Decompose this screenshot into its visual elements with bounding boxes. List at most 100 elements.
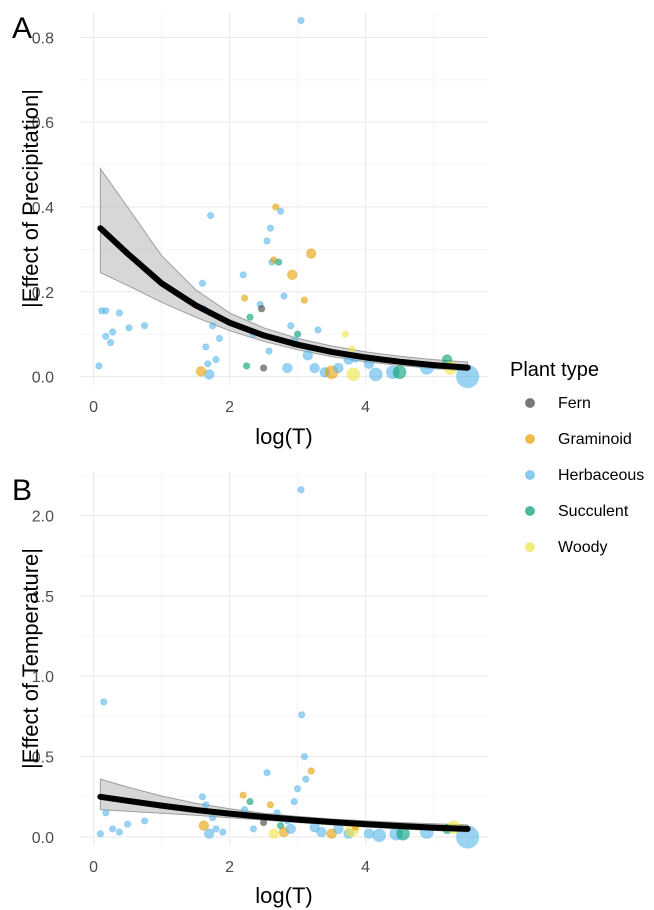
pa-point-herbaceous [263, 237, 271, 245]
pb-x-tick-label: 2 [225, 859, 234, 876]
pb-point-herbaceous [100, 698, 108, 706]
pa-point-graminoid [286, 269, 298, 281]
legend-key-woody [525, 542, 535, 552]
pb-point-herbaceous [198, 793, 207, 801]
pa-x-tick-label: 0 [89, 399, 98, 416]
legend-key-graminoid [525, 434, 535, 444]
legend-title: Plant type [510, 359, 599, 381]
pb-point-herbaceous [293, 785, 302, 793]
pa-point-herbaceous [280, 292, 288, 300]
pa-point-fern [259, 364, 268, 372]
pa-point-herbaceous [302, 350, 314, 361]
panel-b-x-ticks: 0 2 4 [89, 859, 370, 876]
legend-key-fern [525, 398, 535, 408]
pa-y-tick-label: 0.6 [32, 115, 54, 132]
pa-x-tick-label: 2 [225, 399, 234, 416]
pa-point-herbaceous [204, 360, 212, 368]
pa-point-succulent [293, 330, 302, 338]
pa-point-herbaceous [266, 224, 275, 232]
pb-point-graminoid [266, 801, 275, 809]
pa-point-herbaceous [212, 355, 220, 364]
pa-point-herbaceous [287, 322, 295, 330]
pa-point-herbaceous [265, 347, 273, 355]
panel-a-y-axis-title: |Effect of Precipitation| [18, 89, 43, 308]
pa-point-fern [257, 305, 266, 313]
pa-point-herbaceous [297, 16, 305, 25]
pa-point-herbaceous [106, 338, 115, 347]
pb-point-herbaceous [208, 814, 217, 822]
legend-label-fern: Fern [558, 395, 591, 412]
pb-y-tick-label: 0.5 [32, 750, 54, 767]
pb-point-woody [268, 828, 280, 840]
pa-point-herbaceous [115, 309, 124, 317]
pa-point-succulent [392, 365, 407, 380]
pb-y-tick-label: 0.0 [32, 830, 54, 847]
pa-point-herbaceous [276, 207, 285, 215]
pb-point-herbaceous [108, 825, 117, 833]
pb-point-herbaceous [316, 826, 327, 838]
pa-point-herbaceous [95, 362, 103, 370]
pa-point-herbaceous [108, 328, 117, 336]
pb-point-herbaceous [115, 828, 124, 836]
pa-point-herbaceous [102, 307, 110, 315]
panel-a-grid [80, 12, 488, 385]
pa-point-herbaceous [333, 362, 344, 374]
pb-point-graminoid [326, 828, 337, 840]
pa-point-graminoid [305, 248, 317, 259]
pa-point-herbaceous [198, 279, 207, 287]
pa-point-herbaceous [125, 324, 133, 332]
pb-point-herbaceous [212, 825, 220, 833]
pa-y-tick-label: 0.2 [32, 285, 54, 302]
pb-point-herbaceous [302, 775, 310, 783]
pa-y-tick-label: 0.8 [32, 30, 54, 47]
panel-b-y-ticks: 0.0 0.5 1.0 1.5 2.0 [32, 508, 54, 847]
pb-point-herbaceous [300, 752, 309, 761]
panel-b-x-axis-title: log(T) [255, 883, 312, 908]
pa-y-tick-label: 0.0 [32, 370, 54, 387]
pa-point-graminoid [240, 294, 249, 302]
pa-point-woody [341, 330, 349, 338]
pa-point-herbaceous [282, 362, 293, 374]
pa-point-herbaceous [206, 211, 215, 220]
legend-label-herbaceous: Herbaceous [558, 467, 644, 484]
pb-point-herbaceous [140, 817, 149, 825]
pb-point-herbaceous [202, 801, 210, 809]
pa-point-succulent [242, 362, 251, 370]
panel-a-points [95, 16, 480, 389]
pa-point-woody [346, 367, 361, 382]
panel-b-grid [80, 472, 488, 845]
pb-point-graminoid [198, 820, 210, 832]
pa-point-herbaceous [239, 271, 247, 279]
pb-point-graminoid [239, 791, 247, 799]
pb-point-herbaceous [263, 769, 271, 777]
panel-a-y-ticks: 0.0 0.2 0.4 0.6 0.8 [32, 30, 54, 386]
panel-a: A 0 2 4 0.0 0.2 0.4 0.6 0.8 log(T) |Effect of … [12, 12, 488, 449]
pa-point-herbaceous [140, 322, 149, 330]
pb-point-herbaceous [96, 830, 105, 838]
panel-a-letter: A [12, 12, 32, 45]
pa-point-herbaceous [202, 343, 210, 351]
panel-a-x-ticks: 0 2 4 [89, 399, 370, 416]
pb-point-graminoid [307, 767, 315, 775]
pb-x-tick-label: 0 [89, 859, 98, 876]
pa-x-tick-label: 4 [361, 399, 370, 416]
pb-point-succulent [246, 797, 254, 806]
pa-point-succulent [274, 258, 283, 266]
pa-point-graminoid [272, 203, 280, 211]
panel-b-letter: B [12, 474, 32, 507]
pa-point-graminoid [300, 296, 309, 304]
pb-point-herbaceous [249, 825, 258, 833]
pa-point-woody [348, 345, 356, 353]
pb-point-herbaceous [297, 486, 305, 494]
pa-point-succulent [246, 313, 254, 321]
pa-point-herbaceous [215, 334, 224, 343]
pb-point-herbaceous [102, 809, 110, 817]
legend-label-succulent: Succulent [558, 503, 629, 520]
pb-point-herbaceous [203, 828, 215, 840]
panel-a-x-axis-title: log(T) [255, 424, 312, 449]
panel-b: B 0 2 4 0.0 0.5 1.0 1.5 2.0 log(T) |Effect of … [12, 472, 488, 908]
pb-point-herbaceous [123, 820, 132, 828]
pa-point-herbaceous [102, 332, 110, 340]
pa-point-herbaceous [314, 326, 322, 334]
